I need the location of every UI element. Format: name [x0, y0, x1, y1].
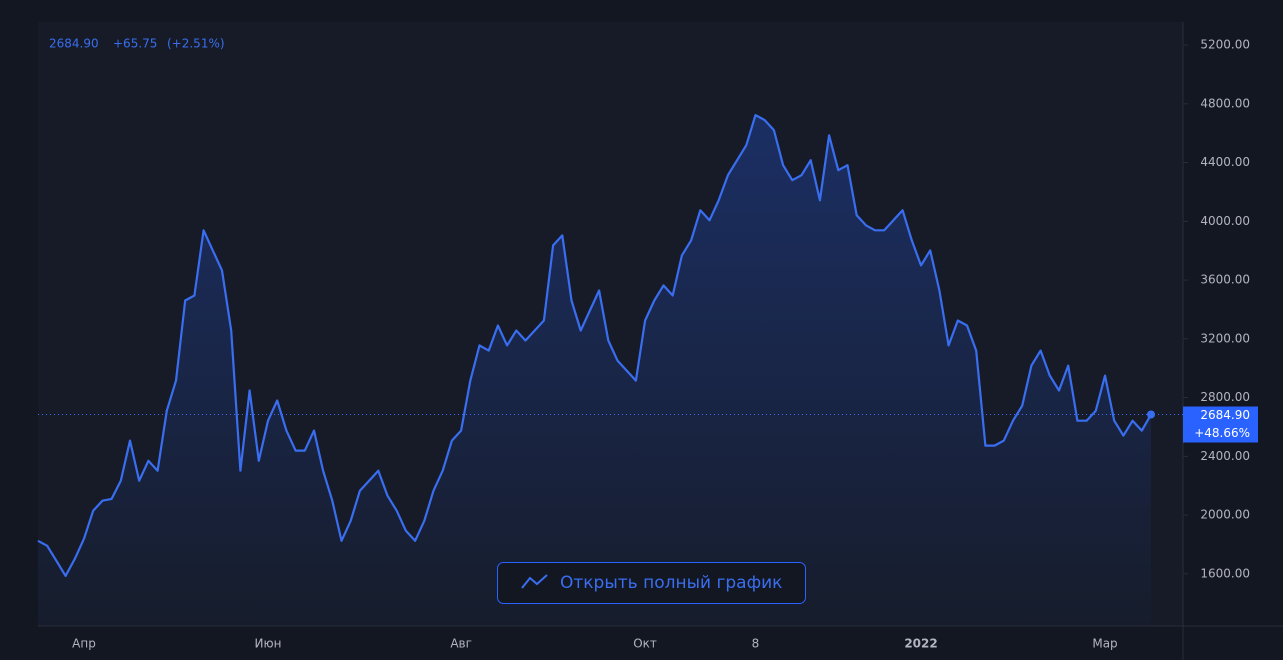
x-tick-label: Июн [254, 637, 281, 651]
y-tick-label: 4000.00 [1200, 214, 1250, 228]
price-tag-change: +48.66% [1194, 426, 1250, 440]
y-tick-label: 2400.00 [1200, 449, 1250, 463]
x-tick-label: Авг [450, 637, 472, 651]
x-tick-label: Окт [633, 637, 657, 651]
y-tick-label: 3200.00 [1200, 331, 1250, 345]
x-tick-label: Мар [1092, 637, 1117, 651]
x-tick-label: Апр [72, 637, 96, 651]
button-label[interactable]: Открыть полный график [560, 573, 782, 593]
area [38, 115, 1151, 626]
y-tick-label: 2800.00 [1200, 390, 1250, 404]
button-frame [497, 562, 806, 604]
x-tick-label: 2022 [904, 637, 937, 651]
open-full-chart-button[interactable]: Открыть полный график [497, 562, 806, 604]
header-change-pct: (+2.51%) [167, 37, 225, 51]
y-tick-label: 2000.00 [1200, 508, 1250, 522]
price-tag-price: 2684.90 [1200, 408, 1250, 422]
y-tick-label: 3600.00 [1200, 273, 1250, 287]
marks: 1600.00 2000.00 2400.00 2800.00 3200.00 3600.… [37, 38, 1258, 651]
y-tick-label: 5200.00 [1200, 38, 1250, 52]
x-tick-label: 8 [752, 637, 760, 651]
y-tick-label: 4400.00 [1200, 155, 1250, 169]
price-line [37, 114, 1152, 577]
header-price: 2684.90 [49, 37, 99, 51]
button-icon [521, 574, 548, 589]
header-change: +65.75 [113, 37, 157, 51]
last-point [1147, 410, 1155, 419]
price-tag [1183, 406, 1258, 443]
y-tick-label: 4800.00 [1200, 96, 1250, 110]
y-tick-label: 1600.00 [1200, 566, 1250, 580]
